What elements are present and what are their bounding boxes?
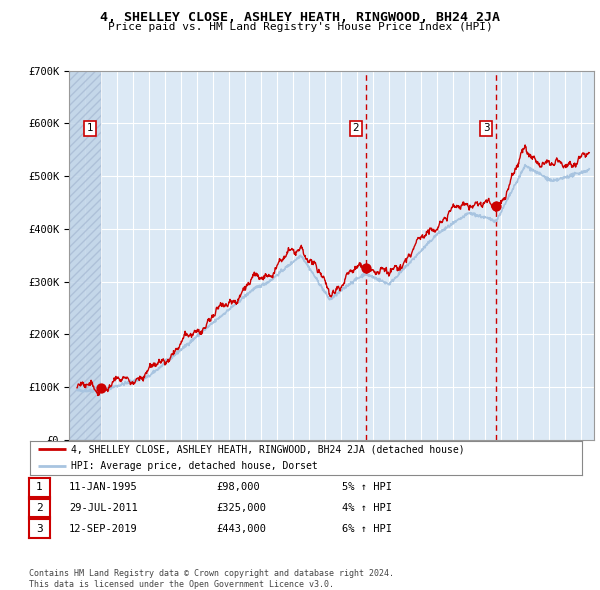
Text: 6% ↑ HPI: 6% ↑ HPI (342, 524, 392, 533)
Text: £325,000: £325,000 (216, 503, 266, 513)
Text: 1: 1 (36, 483, 43, 492)
Text: 5% ↑ HPI: 5% ↑ HPI (342, 483, 392, 492)
Text: 4% ↑ HPI: 4% ↑ HPI (342, 503, 392, 513)
Text: 4, SHELLEY CLOSE, ASHLEY HEATH, RINGWOOD, BH24 2JA (detached house): 4, SHELLEY CLOSE, ASHLEY HEATH, RINGWOOD… (71, 444, 465, 454)
Bar (69, 71, 101, 440)
Text: 4, SHELLEY CLOSE, ASHLEY HEATH, RINGWOOD, BH24 2JA: 4, SHELLEY CLOSE, ASHLEY HEATH, RINGWOOD… (100, 11, 500, 24)
Text: 1: 1 (86, 123, 93, 133)
Text: HPI: Average price, detached house, Dorset: HPI: Average price, detached house, Dors… (71, 461, 318, 471)
Text: Contains HM Land Registry data © Crown copyright and database right 2024.
This d: Contains HM Land Registry data © Crown c… (29, 569, 394, 589)
Point (491, 201, 501, 211)
Point (97, 384, 106, 393)
Text: 3: 3 (483, 123, 490, 133)
Text: 12-SEP-2019: 12-SEP-2019 (69, 524, 138, 533)
Text: £443,000: £443,000 (216, 524, 266, 533)
Text: £98,000: £98,000 (216, 483, 260, 492)
Text: 2: 2 (352, 123, 359, 133)
Point (361, 264, 371, 273)
Text: 3: 3 (36, 524, 43, 533)
Text: 11-JAN-1995: 11-JAN-1995 (69, 483, 138, 492)
Text: Price paid vs. HM Land Registry's House Price Index (HPI): Price paid vs. HM Land Registry's House … (107, 22, 493, 32)
Text: 2: 2 (36, 503, 43, 513)
Text: 29-JUL-2011: 29-JUL-2011 (69, 503, 138, 513)
